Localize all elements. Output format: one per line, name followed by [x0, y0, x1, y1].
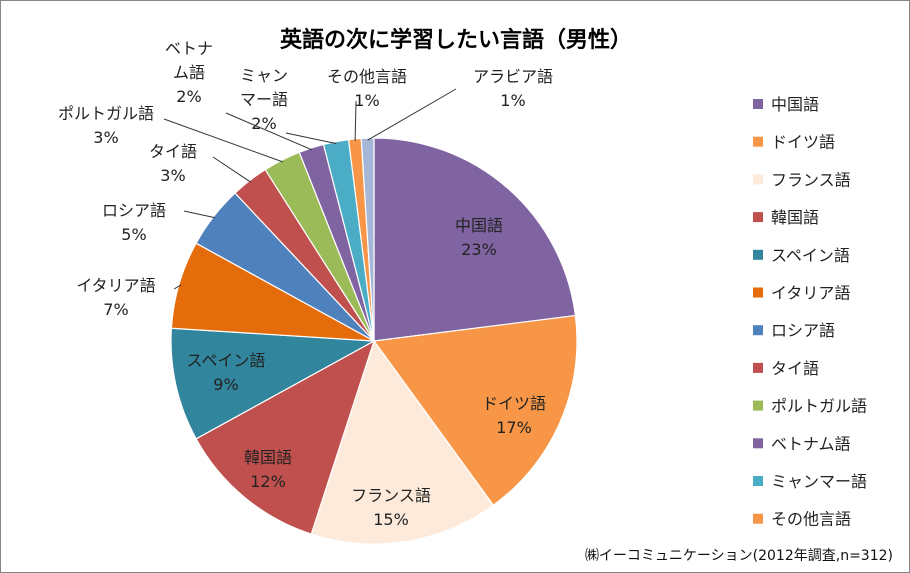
legend-swatch-ミャンマー語: [753, 476, 763, 486]
legend-label-ロシア語: ロシア語: [771, 321, 835, 340]
legend-swatch-タイ語: [753, 362, 763, 373]
leader-line-タイ語: [212, 156, 252, 183]
legend-swatch-スペイン語: [753, 249, 763, 260]
legend-label-タイ語: タイ語: [771, 359, 819, 378]
legend-item-ドイツ語: ドイツ語: [753, 133, 835, 152]
legend-label-その他言語: その他言語: [771, 510, 851, 529]
legend-swatch-ロシア語: [753, 325, 763, 336]
leader-line-ポルトガル語: [163, 118, 283, 163]
legend-label-フランス語: フランス語: [771, 170, 851, 189]
data-label-フランス語: フランス語 15%: [351, 486, 431, 529]
data-label-ポルトガル語: ポルトガル語 3%: [58, 104, 154, 147]
leader-line-ロシア語: [183, 210, 216, 219]
legend-label-ベトナム語: ベトナム語: [771, 434, 851, 453]
legend: 中国語ドイツ語フランス語韓国語スペイン語イタリア語ロシア語タイ語ポルトガル語ベト…: [753, 95, 867, 529]
legend-label-スペイン語: スペイン語: [771, 246, 850, 265]
legend-item-イタリア語: イタリア語: [753, 284, 850, 303]
legend-swatch-ドイツ語: [753, 136, 763, 147]
pie-slice-スペイン語: [170, 327, 377, 440]
legend-item-スペイン語: スペイン語: [753, 246, 850, 265]
data-label-タイ語: タイ語 3%: [149, 142, 197, 185]
legend-swatch-中国語: [753, 99, 763, 109]
legend-item-タイ語: タイ語: [753, 359, 819, 378]
data-label-スペイン語: スペイン語 9%: [187, 351, 266, 394]
leader-line-ベトナム語: [225, 112, 313, 151]
chart-title: 英語の次に学習したい言語（男性）: [280, 27, 632, 53]
legend-label-ドイツ語: ドイツ語: [771, 133, 835, 152]
data-label-イタリア語: イタリア語 7%: [76, 276, 155, 319]
legend-item-ミャンマー語: ミャンマー語: [753, 472, 867, 491]
data-label-アラビア語: アラビア語 1%: [473, 67, 553, 110]
legend-swatch-韓国語: [753, 212, 763, 223]
leader-line-その他言語: [354, 100, 357, 141]
data-label-ベトナム語: ベトナム語 2%: [165, 39, 213, 106]
legend-swatch-イタリア語: [753, 287, 763, 298]
legend-swatch-ポルトガル語: [753, 400, 763, 411]
data-label-ドイツ語: ドイツ語 17%: [482, 394, 546, 437]
data-label-その他言語: その他言語 1%: [327, 67, 407, 110]
legend-item-フランス語: フランス語: [753, 170, 851, 189]
legend-item-ポルトガル語: ポルトガル語: [753, 397, 867, 416]
data-labels: 中国語 23% ドイツ語 17% フランス語 15% 韓国語 12% スペイン語 9% イタリア語 7…: [58, 39, 553, 529]
legend-item-ロシア語: ロシア語: [753, 321, 835, 340]
legend-item-中国語: 中国語: [753, 95, 819, 114]
leader-line-イタリア語: [173, 284, 182, 290]
legend-label-韓国語: 韓国語: [771, 208, 819, 227]
pie-slice-ドイツ語: [372, 314, 578, 507]
data-label-ミャンマー語: ミャンマー語 2%: [240, 66, 288, 133]
legend-label-中国語: 中国語: [771, 95, 819, 114]
data-label-韓国語: 韓国語 12%: [244, 448, 292, 491]
data-label-ロシア語: ロシア語 5%: [102, 201, 166, 244]
data-label-中国語: 中国語 23%: [455, 216, 503, 259]
pie-slice-フランス語: [310, 339, 495, 545]
legend-swatch-ベトナム語: [753, 438, 763, 449]
pie-slices: [170, 137, 578, 545]
leader-line-ミャンマー語: [285, 132, 337, 145]
pie-slice-アラビア語: [360, 137, 375, 342]
legend-swatch-その他言語: [753, 513, 763, 524]
legend-swatch-フランス語: [753, 174, 763, 185]
leader-line-アラビア語: [367, 88, 457, 141]
pie-slice-中国語: [373, 137, 577, 342]
source-note: ㈱イーコミュニケーション(2012年調査,n=312): [585, 548, 893, 564]
legend-label-イタリア語: イタリア語: [771, 284, 850, 303]
pie-slice-韓国語: [195, 339, 376, 535]
legend-item-その他言語: その他言語: [753, 510, 851, 529]
legend-label-ポルトガル語: ポルトガル語: [771, 397, 867, 416]
legend-item-ベトナム語: ベトナム語: [753, 434, 851, 453]
legend-label-ミャンマー語: ミャンマー語: [771, 472, 867, 491]
leader-lines: [163, 88, 457, 290]
legend-item-韓国語: 韓国語: [753, 208, 819, 227]
